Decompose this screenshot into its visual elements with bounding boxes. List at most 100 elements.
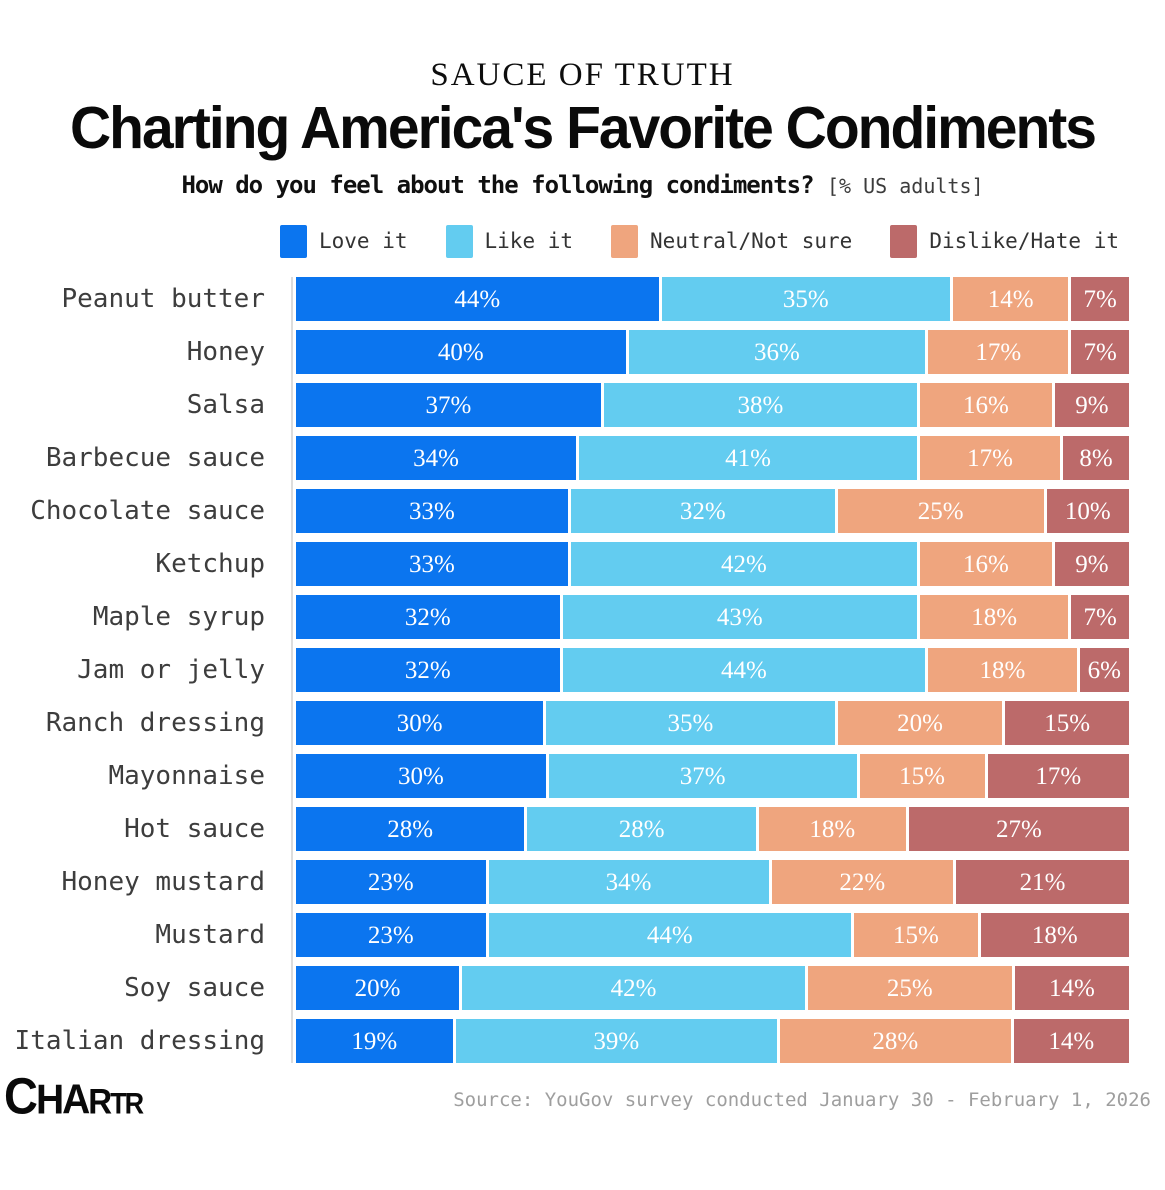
bar-segment: 16%	[920, 542, 1052, 587]
bar-segment: 23%	[296, 913, 486, 958]
bar-value: 7%	[1083, 338, 1117, 366]
row-bars: 23% 34% 22% 21%	[296, 860, 1129, 905]
bar-value: 15%	[892, 921, 939, 949]
bar-value: 22%	[839, 868, 886, 896]
bar-segment: 14%	[1013, 1019, 1129, 1064]
bar-segment: 18%	[928, 648, 1077, 693]
bar-segment: 35%	[546, 701, 835, 746]
bar-segment: 17%	[928, 330, 1069, 375]
bar-value: 25%	[917, 497, 964, 525]
bar-value: 15%	[899, 762, 945, 790]
bar-segment: 44%	[488, 913, 852, 958]
bar-segment: 40%	[296, 330, 626, 375]
bar-segment: 32%	[296, 595, 560, 640]
page-title: Charting America's Favorite Condiments	[69, 94, 1097, 162]
row-label: Ranch dressing	[45, 708, 265, 739]
bar-segment: 44%	[296, 277, 659, 322]
chart-row: Mayonnaise 30% 37% 15% 17%	[0, 754, 1165, 799]
bar-segment: 6%	[1079, 648, 1129, 693]
row-bars: 20% 42% 25% 14%	[296, 966, 1129, 1011]
bar-segment: 16%	[920, 383, 1052, 428]
row-label: Hot sauce	[124, 814, 265, 845]
row-bars: 23% 44% 15% 18%	[296, 913, 1129, 958]
legend: Love it Like it Neutral/Not sure Dislike/Ha…	[280, 224, 1165, 258]
bar-value: 28%	[387, 815, 434, 843]
row-bars: 30% 35% 20% 15%	[296, 701, 1129, 746]
bar-segment: 38%	[603, 383, 917, 428]
bar-value: 37%	[679, 762, 726, 790]
bar-segment: 9%	[1054, 542, 1129, 587]
logo-letter: C	[4, 1067, 38, 1125]
bar-segment: 36%	[628, 330, 926, 375]
row-bars: 33% 32% 25% 10%	[296, 489, 1130, 534]
legend-swatch	[890, 224, 918, 258]
bar-value: 14%	[1048, 974, 1095, 1002]
row-label: Honey	[186, 337, 265, 368]
row-bars: 44% 35% 14% 7%	[296, 277, 1130, 322]
chart-row: Mustard 23% 44% 15% 18%	[0, 913, 1165, 958]
legend-swatch	[280, 224, 307, 258]
bar-segment: 8%	[1063, 436, 1129, 481]
bar-value: 16%	[963, 550, 1009, 578]
bar-value: 38%	[737, 391, 784, 419]
row-label: Honey mustard	[61, 867, 266, 898]
bar-value: 42%	[721, 550, 767, 578]
legend-swatch	[611, 224, 639, 258]
bar-segment: 20%	[296, 966, 460, 1011]
chart-row: Ranch dressing 30% 35% 20% 15%	[0, 701, 1165, 746]
bar-segment: 18%	[980, 913, 1129, 958]
subtitle-question: How do you feel about the following cond…	[181, 170, 814, 199]
bar-value: 8%	[1079, 444, 1113, 472]
bar-segment: 17%	[920, 436, 1061, 481]
bar-value: 44%	[721, 656, 767, 684]
bar-segment: 37%	[548, 754, 857, 799]
row-bars: 33% 42% 16% 9%	[296, 542, 1129, 587]
bar-segment: 7%	[1071, 277, 1130, 322]
bar-value: 20%	[897, 709, 943, 737]
legend-item: Neutral/Not sure	[611, 224, 852, 258]
row-bars: 30% 37% 15% 17%	[296, 754, 1129, 799]
bar-value: 36%	[754, 338, 800, 366]
bar-segment: 33%	[296, 489, 568, 534]
bar-value: 18%	[979, 656, 1026, 684]
chart-row: Peanut butter 44% 35% 14% 7%	[0, 277, 1165, 322]
bar-value: 43%	[716, 603, 763, 631]
bar-segment: 32%	[570, 489, 835, 534]
bar-segment: 42%	[462, 966, 805, 1011]
bar-value: 39%	[593, 1027, 640, 1055]
bar-segment: 43%	[562, 595, 917, 640]
bar-segment: 7%	[1071, 595, 1129, 640]
bar-segment: 34%	[488, 860, 769, 905]
row-bars: 37% 38% 16% 9%	[296, 383, 1129, 428]
bar-segment: 14%	[1014, 966, 1129, 1011]
bar-value: 37%	[425, 391, 472, 419]
bar-segment: 41%	[579, 436, 917, 481]
bar-value: 17%	[1035, 762, 1082, 790]
chart-row: Soy sauce 20% 42% 25% 14%	[0, 966, 1165, 1011]
chart-row: Chocolate sauce 33% 32% 25% 10%	[0, 489, 1165, 534]
bar-segment: 19%	[296, 1019, 453, 1064]
bar-segment: 14%	[952, 277, 1069, 322]
bar-segment: 32%	[296, 648, 560, 693]
bar-value: 30%	[397, 762, 444, 790]
bar-value: 44%	[454, 285, 501, 313]
bar-value: 14%	[1048, 1027, 1095, 1055]
legend-item: Dislike/Hate it	[890, 224, 1119, 258]
logo-letter: T	[110, 1087, 126, 1121]
row-label: Salsa	[186, 390, 265, 421]
legend-swatch	[445, 224, 473, 258]
bar-value: 14%	[987, 285, 1034, 313]
bar-value: 17%	[975, 338, 1022, 366]
bar-value: 32%	[679, 497, 726, 525]
bar-value: 28%	[618, 815, 665, 843]
bar-value: 32%	[404, 656, 451, 684]
bar-segment: 18%	[758, 807, 906, 852]
bar-value: 32%	[404, 603, 451, 631]
row-label: Barbecue sauce	[45, 443, 265, 474]
chart-row: Jam or jelly 32% 44% 18% 6%	[0, 648, 1165, 693]
bar-segment: 18%	[920, 595, 1069, 640]
row-bars: 34% 41% 17% 8%	[296, 436, 1129, 481]
bar-segment: 23%	[296, 860, 486, 905]
bar-segment: 33%	[296, 542, 568, 587]
